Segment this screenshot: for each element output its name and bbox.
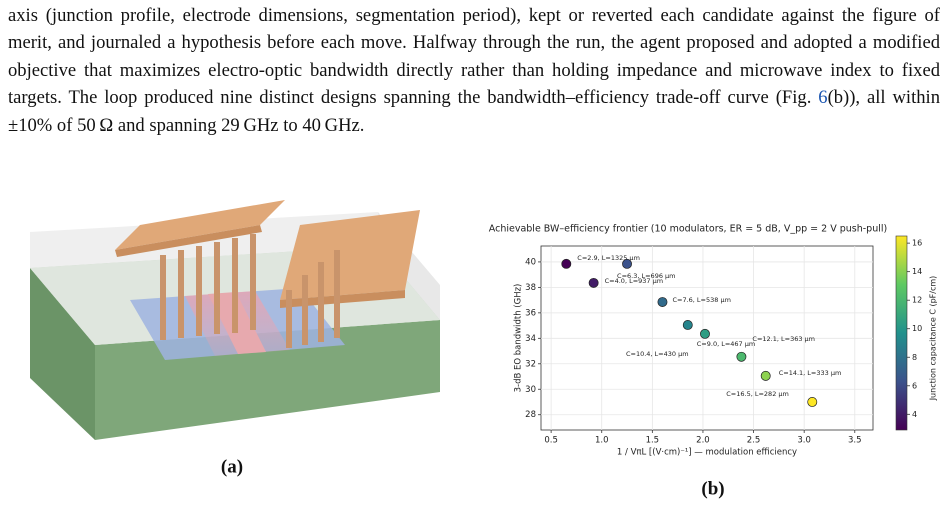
data-point — [736, 351, 747, 362]
y-tick-label: 40 — [525, 257, 536, 267]
colorbar-tick-label: 4 — [912, 410, 917, 419]
x-tick-label: 3.0 — [797, 436, 811, 446]
colorbar-tick-label: 16 — [912, 239, 922, 248]
text: axis (junction profile, electrode dimens… — [8, 5, 940, 109]
colorbar-tick-label: 14 — [912, 267, 922, 276]
point-label: C=9.0, L=467 µm — [697, 340, 755, 348]
device-illustration — [30, 200, 440, 440]
figure-label: (b) — [701, 478, 724, 499]
colorbar-tick-label: 8 — [912, 353, 917, 362]
point-label: C=2.9, L=1325 µm — [577, 254, 640, 262]
figure-reference[interactable]: 6 — [818, 87, 828, 109]
y-tick-label: 28 — [525, 410, 536, 420]
y-tick-label: 38 — [525, 283, 536, 293]
y-axis-label: 3-dB EO bandwidth (GHz) — [514, 284, 524, 393]
data-point — [561, 258, 572, 269]
colorbar-tick-label: 12 — [912, 296, 922, 305]
data-point — [657, 297, 668, 307]
colorbar-tick-label: 10 — [912, 324, 922, 333]
x-tick-label: 0.5 — [544, 436, 558, 446]
data-point — [682, 319, 693, 330]
data-point — [622, 258, 632, 269]
body-paragraph: axis (junction profile, electrode dimens… — [8, 2, 940, 139]
x-tick-label: 1.5 — [646, 436, 660, 446]
point-label: C=10.4, L=430 µm — [626, 350, 689, 358]
colorbar — [895, 235, 908, 431]
data-point — [588, 277, 599, 288]
y-tick-label: 36 — [525, 308, 536, 318]
x-tick-label: 3.5 — [848, 436, 862, 446]
x-tick-label: 2.0 — [696, 436, 710, 446]
x-axis-label: 1 / VπL [(V·cm)⁻¹] — modulation efficien… — [617, 448, 797, 458]
text: (b)), all within ±10% of 50 Ω and spanni… — [8, 87, 940, 136]
point-label: C=16.5, L=282 µm — [726, 390, 789, 398]
x-tick-label: 2.5 — [747, 436, 761, 446]
chart-title: Achievable BW–efficiency frontier (10 mo… — [489, 224, 887, 235]
data-point — [760, 370, 771, 381]
point-label: C=7.6, L=538 µm — [672, 296, 730, 304]
colorbar-label: Junction capacitance C (pF/cm) — [929, 276, 938, 402]
colorbar-tick-label: 6 — [912, 381, 917, 390]
scatter-chart: Achievable BW–efficiency frontier (10 mo… — [489, 224, 938, 458]
data-point — [700, 328, 710, 339]
point-label: C=14.1, L=333 µm — [779, 369, 842, 377]
y-tick-label: 34 — [525, 334, 536, 344]
y-tick-label: 32 — [525, 359, 536, 369]
data-point — [807, 397, 818, 407]
point-label: C=12.1, L=363 µm — [752, 335, 815, 343]
y-tick-label: 30 — [525, 385, 536, 395]
point-label: C=6.3, L=696 µm — [617, 272, 675, 280]
x-tick-label: 1.0 — [595, 436, 609, 446]
point-label: C=4.0, L=937 µm — [605, 277, 663, 285]
figure-label: (a) — [221, 456, 243, 477]
